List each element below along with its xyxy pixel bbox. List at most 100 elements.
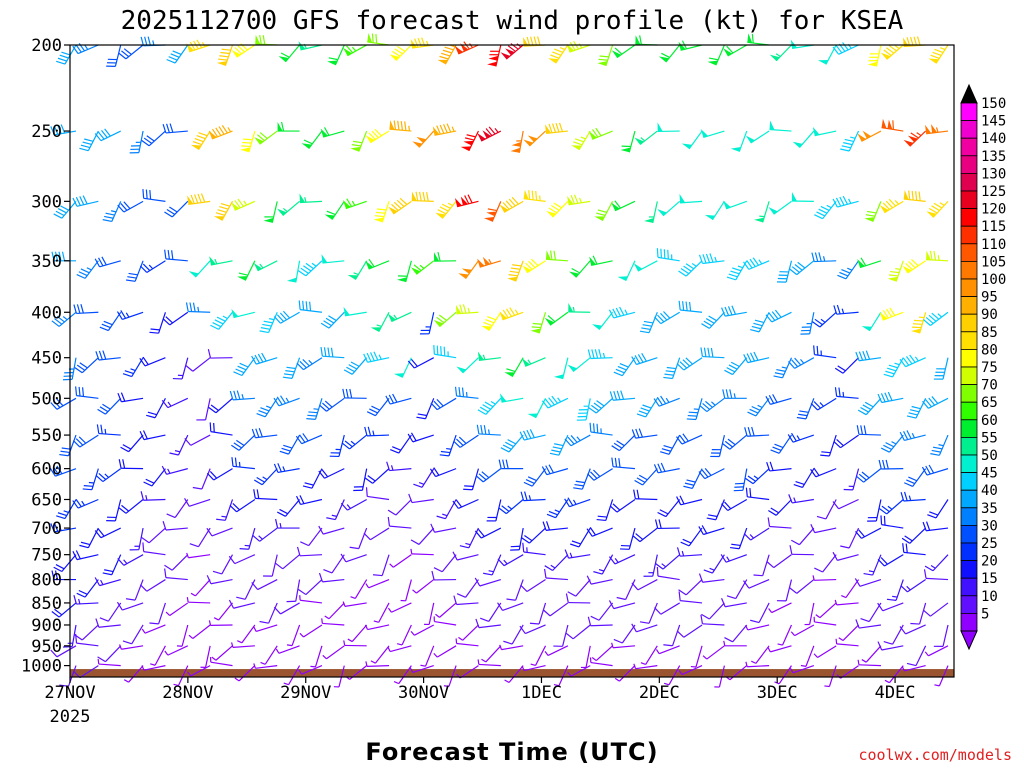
wind-barb bbox=[254, 130, 278, 145]
y-tick-label: 450 bbox=[31, 349, 62, 369]
wind-barb bbox=[867, 499, 882, 522]
wind-barb bbox=[162, 311, 189, 326]
wind-barb bbox=[813, 345, 837, 359]
wind-barb bbox=[743, 257, 770, 270]
wind-barb bbox=[832, 195, 859, 208]
wind-barb bbox=[474, 527, 502, 539]
y-tick-label: 400 bbox=[31, 303, 62, 323]
wind-barb bbox=[299, 595, 323, 604]
wind-barb bbox=[656, 248, 680, 262]
wind-barb bbox=[477, 397, 502, 415]
wind-barb bbox=[777, 624, 793, 646]
wind-barb bbox=[857, 130, 882, 142]
colorbar-label: 30 bbox=[981, 518, 998, 534]
wind-barb bbox=[169, 434, 189, 456]
wind-barb bbox=[389, 120, 412, 132]
wind-barb bbox=[546, 200, 569, 218]
wind-barb bbox=[631, 353, 658, 366]
wind-barb bbox=[140, 491, 166, 501]
wind-barb bbox=[613, 624, 636, 644]
wind-barb bbox=[791, 191, 814, 202]
plot-area bbox=[70, 45, 954, 677]
wind-barb bbox=[789, 545, 814, 556]
wind-barb bbox=[143, 468, 166, 487]
wind-barb bbox=[320, 311, 345, 329]
wind-barb bbox=[366, 397, 390, 417]
wind-barb bbox=[855, 350, 882, 362]
wind-barb bbox=[99, 311, 122, 332]
wind-barb bbox=[187, 665, 211, 677]
wind-barb bbox=[141, 624, 166, 634]
wind-barb bbox=[140, 36, 166, 47]
wind-barb bbox=[120, 434, 144, 453]
wind-barb bbox=[333, 665, 345, 688]
wind-barb bbox=[519, 624, 546, 635]
colorbar-swatch bbox=[960, 313, 978, 333]
wind-barb bbox=[459, 527, 480, 549]
wind-barb bbox=[393, 357, 412, 378]
wind-barb bbox=[500, 43, 524, 60]
wind-barb bbox=[186, 597, 211, 604]
wind-barb bbox=[654, 311, 681, 325]
wind-barb bbox=[188, 624, 211, 639]
wind-barb bbox=[424, 602, 435, 626]
wind-barb bbox=[251, 428, 278, 439]
wind-barb bbox=[443, 665, 457, 687]
wind-barb bbox=[857, 257, 882, 269]
wind-barb bbox=[79, 527, 99, 549]
colorbar-swatch bbox=[960, 155, 978, 174]
wind-barb bbox=[520, 579, 546, 593]
wind-barb bbox=[663, 357, 681, 380]
wind-barb bbox=[835, 638, 859, 647]
wind-barb bbox=[295, 495, 323, 506]
wind-barb bbox=[389, 554, 412, 568]
wind-barb bbox=[770, 434, 792, 454]
wind-barb bbox=[789, 665, 815, 674]
wind-barb bbox=[475, 468, 502, 483]
y-tick-label: 500 bbox=[31, 389, 62, 409]
wind-barb bbox=[879, 198, 904, 214]
wind-barb bbox=[789, 260, 815, 276]
wind-barb bbox=[433, 345, 457, 359]
wind-barb bbox=[122, 624, 144, 645]
wind-barb bbox=[301, 130, 323, 149]
wind-barb bbox=[72, 550, 99, 561]
wind-barb bbox=[653, 395, 680, 407]
wind-barb bbox=[319, 397, 345, 412]
wind-barb bbox=[586, 575, 613, 585]
colorbar-label: 50 bbox=[981, 448, 998, 464]
wind-barb bbox=[587, 468, 613, 481]
wind-barb bbox=[388, 197, 412, 215]
wind-barb bbox=[102, 554, 122, 576]
wind-barb bbox=[184, 434, 211, 446]
wind-barb bbox=[587, 616, 613, 627]
wind-barb bbox=[504, 357, 524, 378]
wind-barb bbox=[569, 260, 591, 278]
wind-barb bbox=[123, 665, 144, 683]
wind-barb bbox=[564, 434, 591, 447]
colorbar-label: 100 bbox=[981, 272, 1006, 288]
wind-barb bbox=[500, 434, 524, 453]
wind-barb bbox=[900, 491, 926, 502]
wind-barb bbox=[228, 554, 256, 565]
wind-barb bbox=[631, 428, 658, 439]
wind-barb bbox=[286, 260, 301, 283]
wind-barb bbox=[833, 304, 859, 315]
wind-barb bbox=[881, 118, 904, 132]
wind-barb bbox=[616, 579, 636, 601]
wind-barb bbox=[721, 305, 747, 317]
wind-barb bbox=[321, 618, 345, 626]
wind-barb bbox=[161, 465, 188, 475]
wind-barb bbox=[686, 398, 703, 421]
wind-barb bbox=[454, 194, 479, 208]
wind-barb bbox=[433, 311, 457, 328]
wind-barb bbox=[453, 434, 479, 448]
wind-barb bbox=[228, 599, 256, 609]
wind-barb bbox=[530, 645, 547, 667]
wind-barb bbox=[53, 200, 77, 219]
wind-barb bbox=[544, 645, 569, 657]
wind-barb bbox=[814, 200, 837, 220]
wind-barb bbox=[231, 642, 255, 648]
wind-barb bbox=[236, 579, 256, 600]
wind-barb bbox=[700, 128, 725, 139]
